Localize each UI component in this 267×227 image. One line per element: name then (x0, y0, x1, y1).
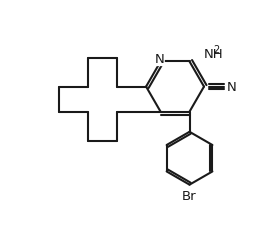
Text: 2: 2 (213, 45, 219, 55)
Text: NH: NH (203, 48, 223, 61)
Text: N: N (227, 81, 237, 94)
Text: N: N (154, 53, 164, 66)
Text: Br: Br (182, 189, 197, 202)
